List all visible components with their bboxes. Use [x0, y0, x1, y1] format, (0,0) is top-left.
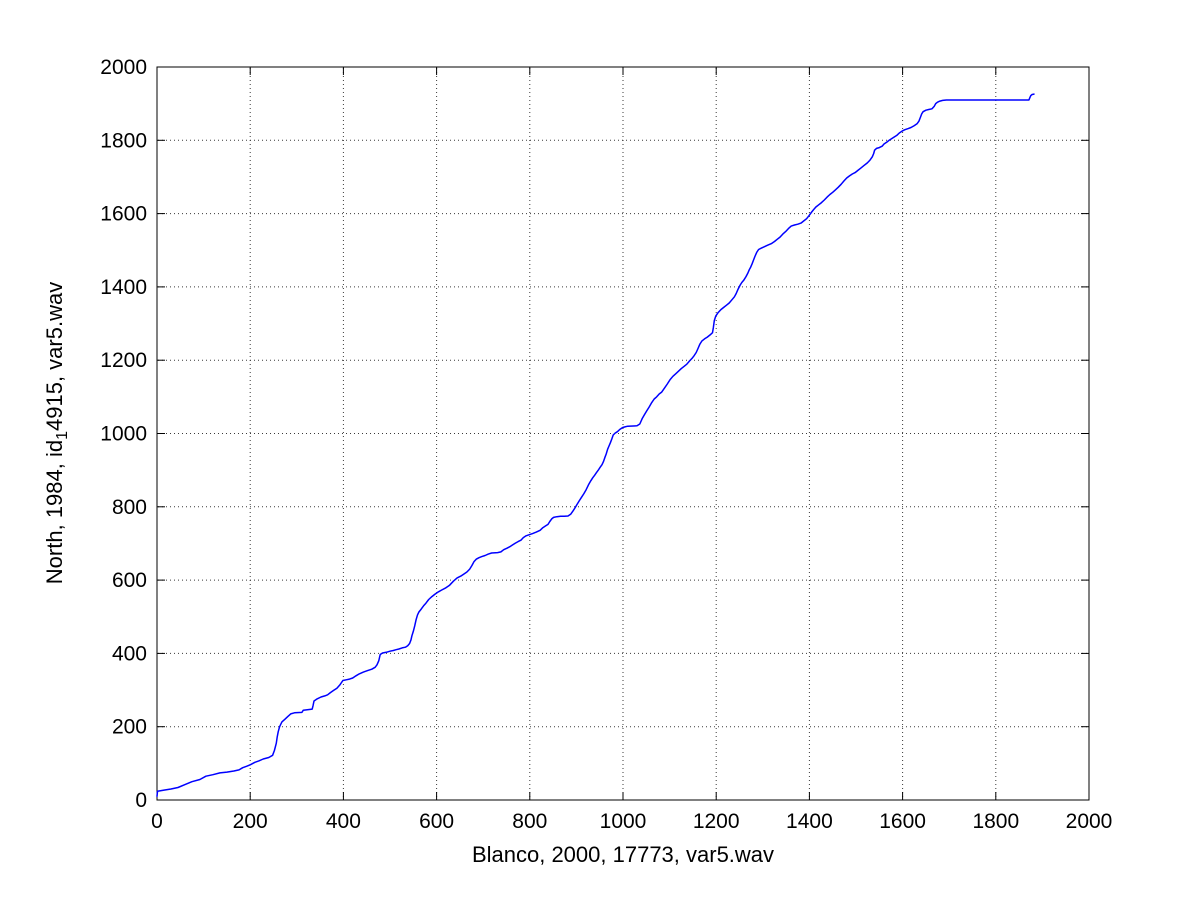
y-tick-label: 800: [112, 496, 147, 519]
x-tick-label: 800: [512, 810, 547, 833]
data-line: [156, 93, 1035, 798]
axis-ticks: [156, 66, 1090, 801]
y-axis-label-suffix: 4915, var5.wav: [42, 282, 67, 431]
y-axis-label-subscript: 1: [54, 431, 71, 440]
y-tick-label: 2000: [100, 56, 147, 79]
x-tick-label: 600: [419, 810, 454, 833]
x-tick-label: 200: [233, 810, 268, 833]
y-axis-label: North, 1984, id14915, var5.wav: [42, 282, 71, 584]
y-tick-label: 400: [112, 642, 147, 665]
y-tick-label: 1800: [100, 129, 147, 152]
x-tick-label: 2000: [1066, 810, 1113, 833]
y-tick-label: 0: [135, 789, 147, 812]
y-tick-label: 1600: [100, 203, 147, 226]
x-tick-label: 1200: [693, 810, 740, 833]
x-tick-label: 0: [151, 810, 163, 833]
grid: [158, 68, 1088, 799]
x-tick-label: 400: [326, 810, 361, 833]
y-tick-label: 1400: [100, 276, 147, 299]
x-tick-labels: 0 200 400 600 800 1000 1200 1400 1600 1800 2000: [151, 810, 1112, 833]
x-tick-label: 1600: [879, 810, 926, 833]
y-axis-label-prefix: North, 1984, id: [42, 440, 67, 584]
x-tick-label: 1400: [786, 810, 833, 833]
y-tick-label: 1200: [100, 349, 147, 372]
y-tick-labels: 0 200 400 600 800 1000 1200 1400 1600 1800 2000: [100, 56, 147, 812]
x-axis-label: Blanco, 2000, 17773, var5.wav: [472, 842, 774, 867]
y-tick-label: 200: [112, 716, 147, 739]
y-tick-label: 1000: [100, 423, 147, 446]
y-tick-label: 600: [112, 569, 147, 592]
x-tick-label: 1800: [972, 810, 1019, 833]
x-tick-label: 1000: [600, 810, 647, 833]
